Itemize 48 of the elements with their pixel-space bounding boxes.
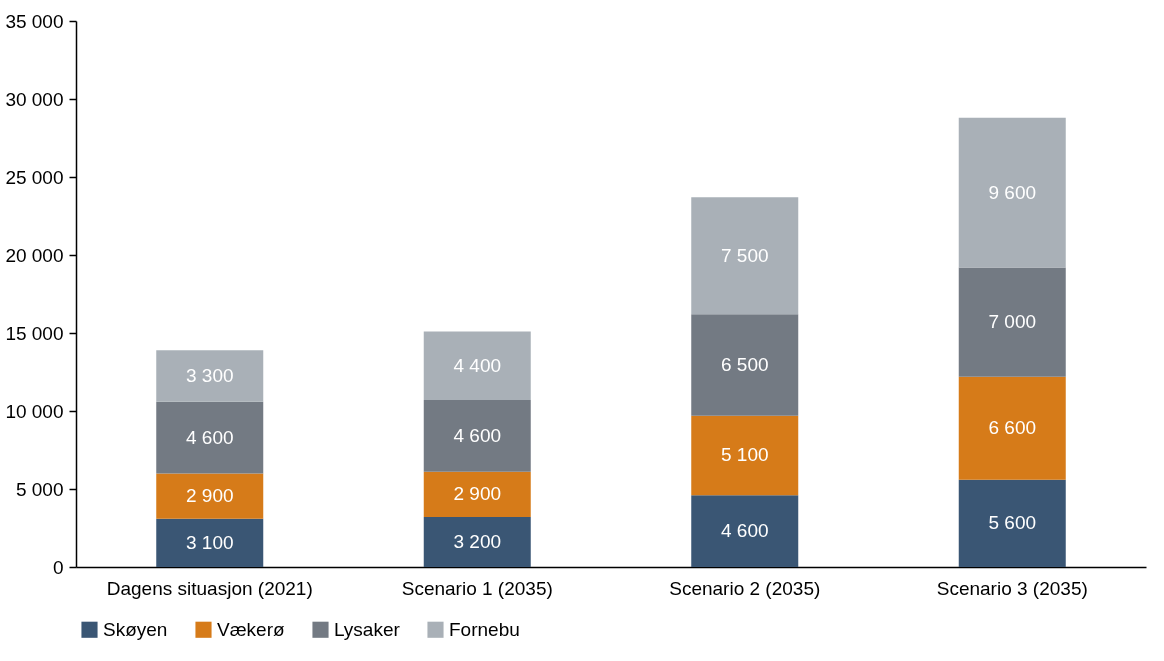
- bar: [691, 197, 799, 315]
- bar: [958, 376, 1066, 480]
- bar: [423, 331, 531, 401]
- data-label: 7 000: [988, 311, 1037, 333]
- y-tick-label: 25 000: [5, 166, 64, 188]
- y-tick-label: 20 000: [5, 244, 64, 266]
- bar: [156, 401, 264, 474]
- data-label: 5 600: [988, 512, 1037, 534]
- data-label: 5 100: [720, 444, 769, 466]
- data-label: 3 200: [453, 531, 502, 553]
- bar: [691, 495, 799, 567]
- bar: [958, 117, 1066, 268]
- y-tick-label: 15 000: [5, 322, 64, 344]
- bar: [156, 473, 264, 519]
- x-tick-label: Scenario 3 (2035): [936, 577, 1088, 599]
- data-label: 6 500: [720, 353, 769, 375]
- x-tick-label: Scenario 1 (2035): [401, 577, 553, 599]
- bar: [691, 314, 799, 416]
- bar: [691, 415, 799, 496]
- data-label: 2 900: [185, 485, 234, 507]
- data-label: 3 300: [185, 364, 234, 386]
- bar: [156, 350, 264, 402]
- data-label: 4 600: [453, 424, 502, 446]
- data-label: 9 600: [988, 181, 1037, 203]
- data-label: 3 100: [185, 531, 234, 553]
- data-label: 4 600: [720, 520, 769, 542]
- bar: [958, 479, 1066, 567]
- y-tick-label: 35 000: [5, 10, 64, 32]
- data-label: 7 500: [720, 244, 769, 266]
- legend-label: Fornebu: [449, 618, 520, 640]
- legend-label: Vækerø: [217, 618, 285, 640]
- y-tick-label: 30 000: [5, 88, 64, 110]
- legend-label: Lysaker: [334, 618, 401, 640]
- y-tick-label: 5 000: [15, 478, 64, 500]
- bar: [958, 267, 1066, 377]
- data-label: 4 400: [453, 354, 502, 376]
- legend-label: Skøyen: [103, 618, 168, 640]
- y-tick-label: 10 000: [5, 400, 64, 422]
- data-label: 2 900: [453, 483, 502, 505]
- y-tick-label: 0: [52, 556, 64, 578]
- x-tick-label: Dagens situasjon (2021): [106, 577, 313, 599]
- bar: [423, 471, 531, 518]
- x-tick-label: Scenario 2 (2035): [669, 577, 821, 599]
- data-label: 6 600: [988, 417, 1037, 439]
- bar: [423, 517, 531, 567]
- bar: [423, 400, 531, 472]
- bar: [156, 518, 264, 567]
- data-label: 4 600: [185, 426, 234, 448]
